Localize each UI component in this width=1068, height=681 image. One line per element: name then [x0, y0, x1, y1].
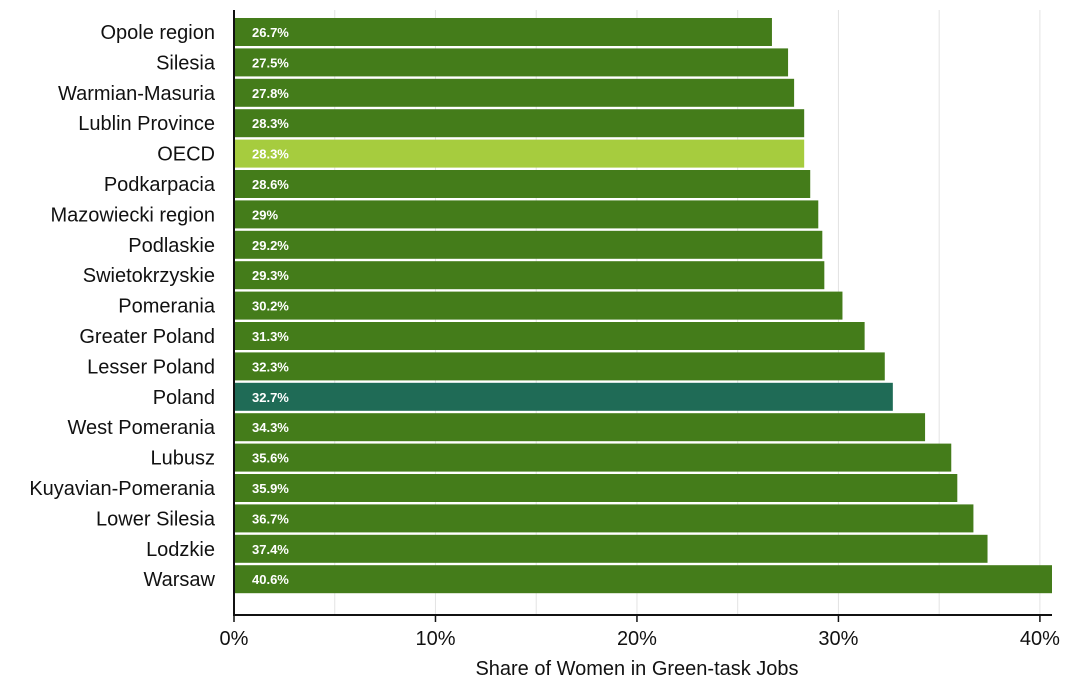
axes: 0% 10% 20% 30% 40%: [220, 10, 1060, 650]
bar-data-label: 28.3%: [252, 116, 289, 131]
bar: [234, 291, 843, 320]
bar: [234, 474, 958, 502]
category-label: Opole region: [100, 22, 215, 44]
category-label: West Pomerania: [68, 417, 216, 439]
bar-data-label: 30.2%: [252, 299, 289, 314]
category-label: Lublin Province: [78, 113, 215, 135]
category-label: Mazowiecki region: [50, 204, 215, 226]
bar: [234, 261, 825, 290]
category-label: OECD: [157, 144, 215, 166]
x-tick-label: 40%: [1020, 628, 1060, 650]
bar: [234, 170, 811, 198]
x-axis-title: Share of Women in Green-task Jobs: [475, 658, 798, 680]
bars: [234, 18, 1052, 594]
bar-data-label: 37.4%: [252, 542, 289, 557]
category-label: Lodzkie: [146, 539, 215, 561]
bar-data-label: 36.7%: [252, 511, 289, 526]
bar: [234, 534, 988, 563]
bar: [234, 18, 772, 46]
category-label: Silesia: [156, 52, 216, 74]
bar: [234, 109, 805, 138]
bar: [234, 322, 865, 350]
category-label: Lesser Poland: [87, 356, 215, 378]
category-label: Swietokrzyskie: [83, 265, 215, 287]
category-label: Lower Silesia: [96, 508, 216, 530]
bar: [234, 443, 952, 472]
category-label: Kuyavian-Pomerania: [29, 478, 216, 500]
category-label: Warmian-Masuria: [58, 83, 216, 105]
bar-labels: 26.7% 27.5% 27.8% 28.3% 28.3% 28.6% 29% 29.2% 29…: [252, 25, 289, 587]
category-label: Pomerania: [118, 296, 216, 318]
bar-data-label: 29%: [252, 207, 278, 222]
x-tick-label: 0%: [220, 628, 249, 650]
category-label: Greater Poland: [79, 326, 215, 348]
bar-data-label: 26.7%: [252, 25, 289, 40]
x-tick-label: 20%: [617, 628, 657, 650]
bar-data-label: 28.6%: [252, 177, 289, 192]
bar-data-label: 34.3%: [252, 420, 289, 435]
bar-data-label: 40.6%: [252, 572, 289, 587]
bar-data-label: 27.8%: [252, 86, 289, 101]
bar-data-label: 32.7%: [252, 390, 289, 405]
bar-data-label: 31.3%: [252, 329, 289, 344]
category-label: Podlaskie: [128, 235, 215, 257]
bar: [234, 200, 819, 229]
bar: [234, 48, 789, 77]
category-label: Podkarpacia: [104, 174, 216, 196]
bar-data-label: 35.6%: [252, 451, 289, 466]
bar-data-label: 29.2%: [252, 238, 289, 253]
bar: [234, 78, 795, 107]
category-label: Poland: [153, 387, 215, 409]
x-tick-label: 30%: [818, 628, 858, 650]
bar-data-label: 28.3%: [252, 147, 289, 162]
bar: [234, 352, 885, 381]
bar: [234, 230, 823, 259]
bar: [234, 382, 893, 411]
bar: [234, 413, 926, 442]
x-tick-label: 10%: [415, 628, 455, 650]
bar-data-label: 35.9%: [252, 481, 289, 496]
bar-data-label: 32.3%: [252, 359, 289, 374]
bar: [234, 565, 1052, 594]
bar: [234, 139, 805, 168]
category-labels: Opole region Silesia Warmian-Masuria Lublin…: [29, 22, 216, 591]
category-label: Warsaw: [144, 569, 216, 591]
bar-data-label: 29.3%: [252, 268, 289, 283]
category-label: Lubusz: [151, 448, 216, 470]
bar: [234, 504, 974, 533]
bar-data-label: 27.5%: [252, 55, 289, 70]
